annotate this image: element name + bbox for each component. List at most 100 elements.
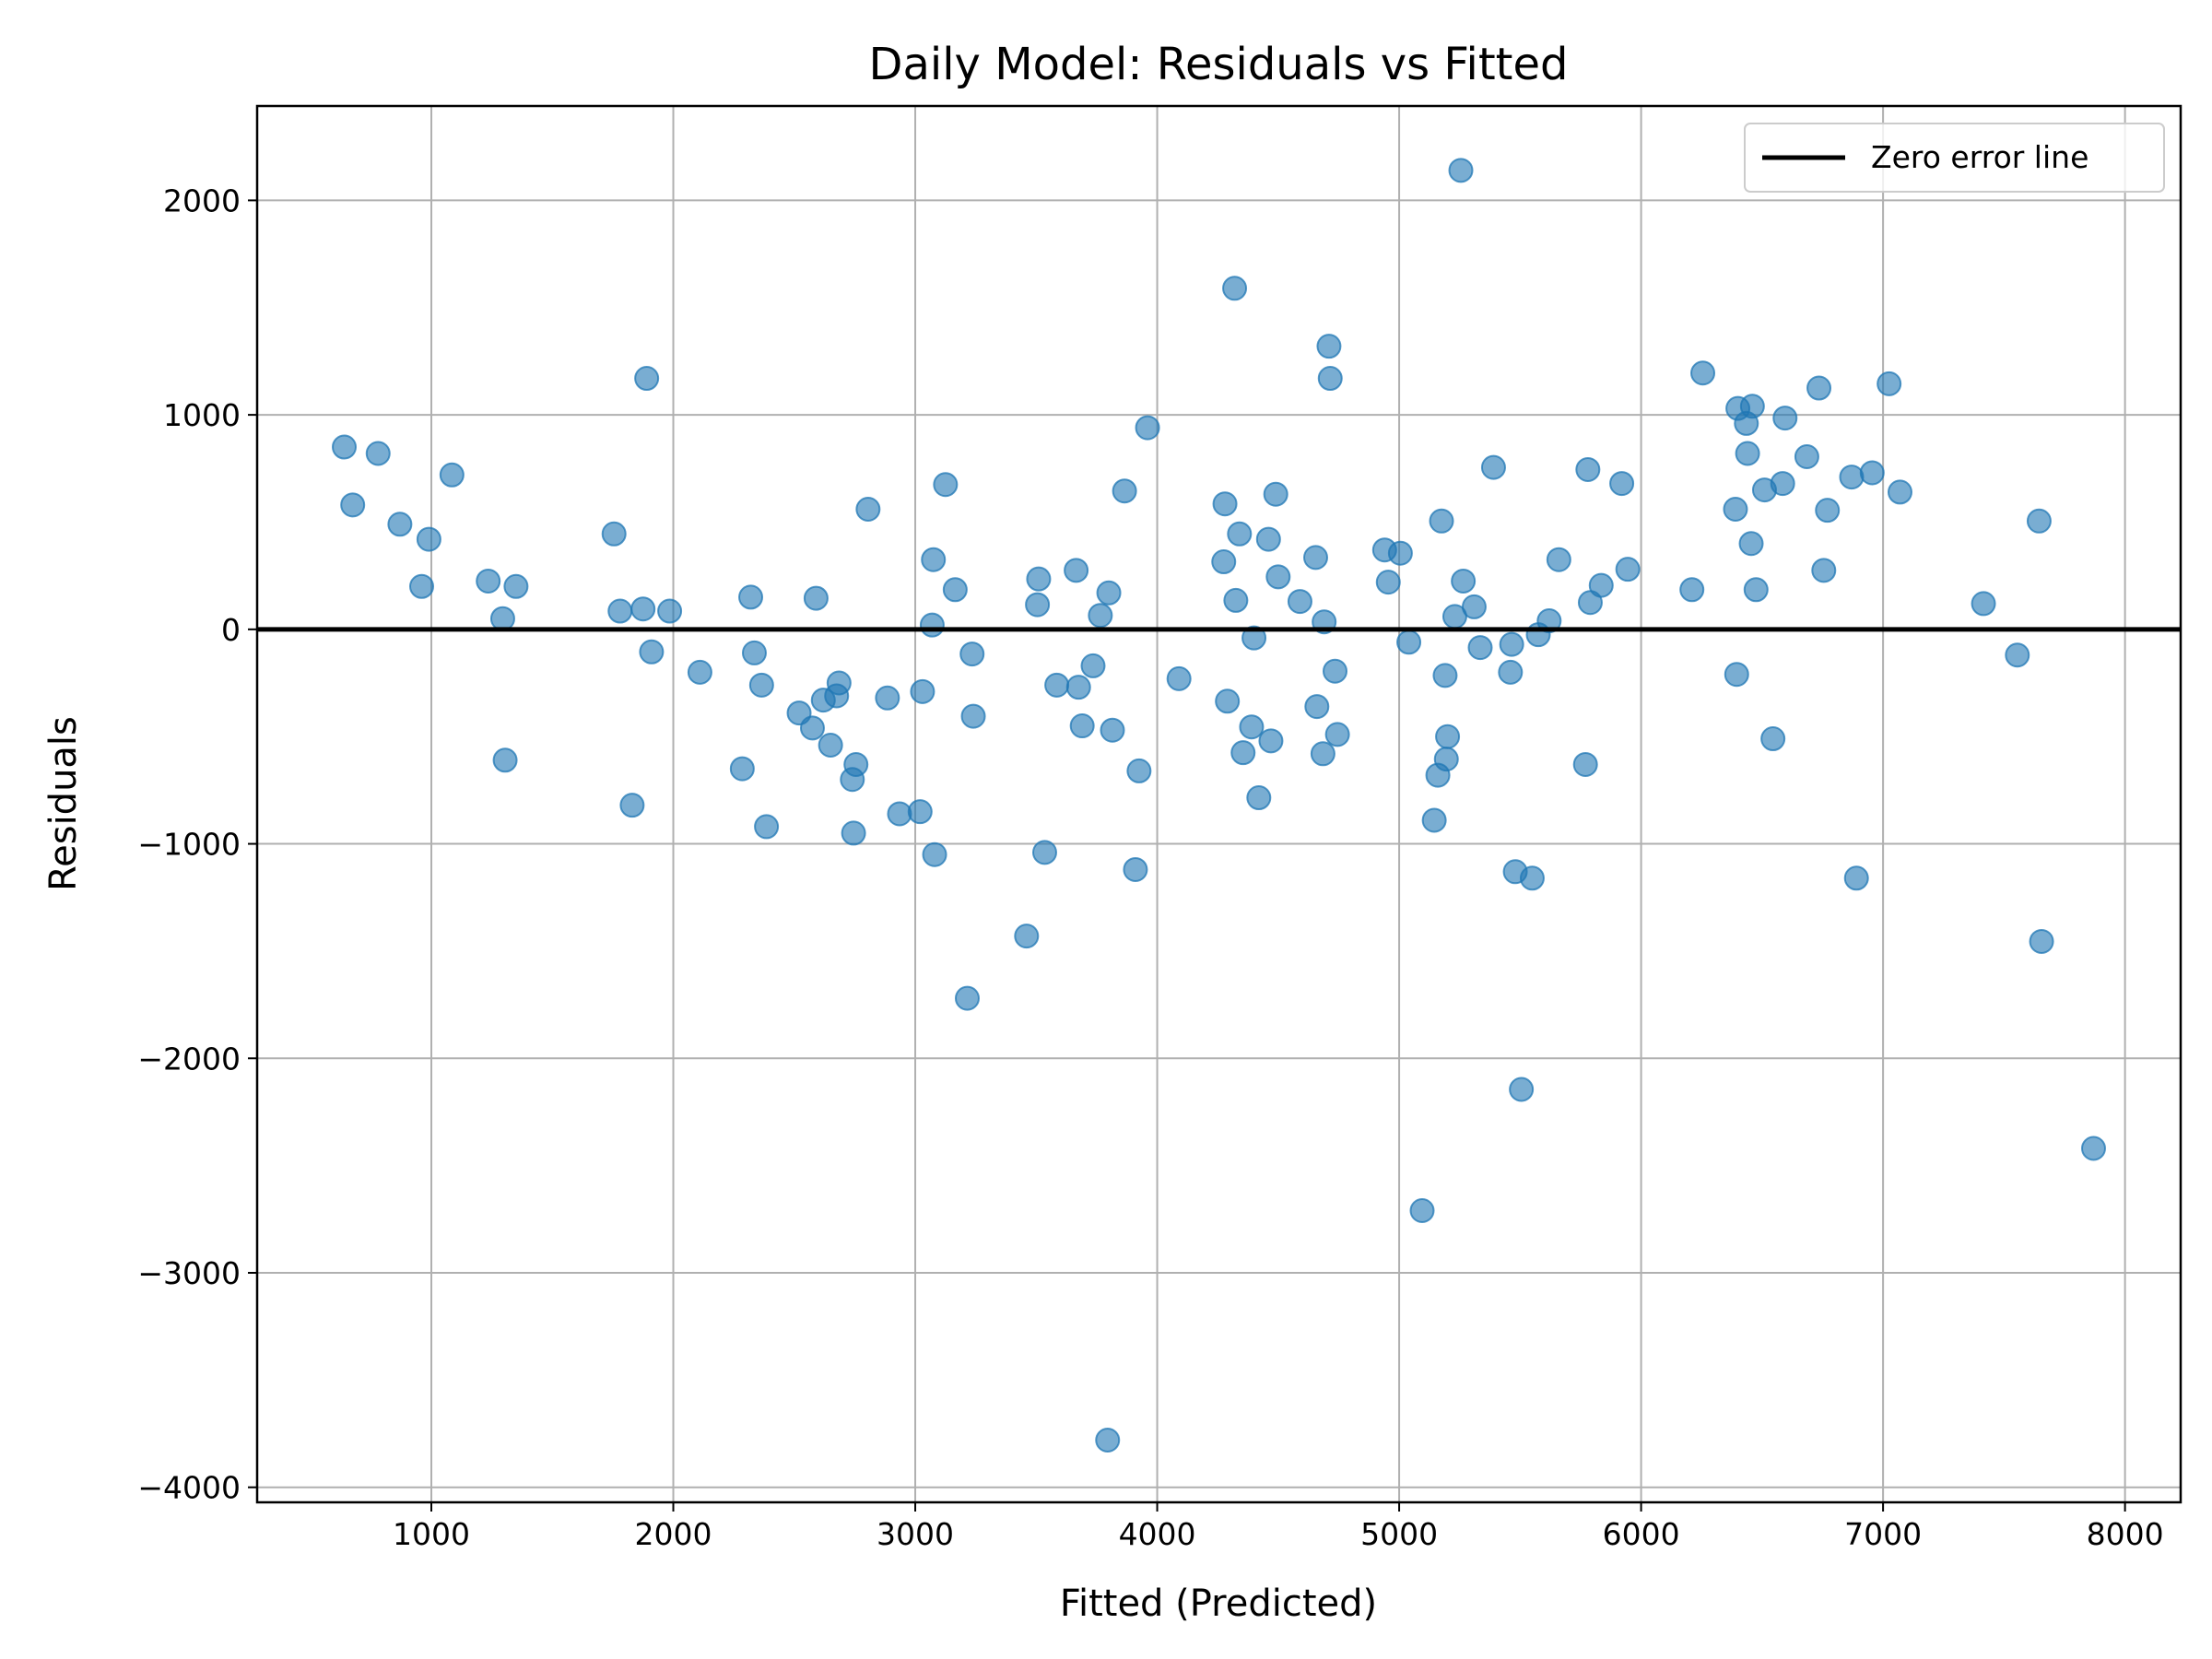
scatter-point [1126, 758, 1152, 783]
scatter-point [601, 521, 627, 547]
scatter-point [489, 606, 515, 631]
scatter-point [1223, 587, 1249, 613]
scatter-point [1287, 589, 1312, 615]
chart-title: Daily Model: Residuals vs Fitted [869, 39, 1569, 90]
scatter-point [1843, 865, 1869, 891]
scatter-point [1222, 276, 1248, 301]
scatter-point [2005, 642, 2030, 668]
scatter-point [1772, 406, 1798, 431]
scatter-point [1811, 558, 1837, 583]
scatter-point [1429, 508, 1454, 534]
scatter-point [799, 715, 825, 741]
legend-box [1744, 123, 2165, 193]
scatter-point [1317, 366, 1343, 392]
scatter-point [1025, 592, 1051, 618]
scatter-point [1859, 460, 1885, 486]
scatter-point [1770, 471, 1795, 497]
y-tick-label: 0 [221, 612, 241, 648]
scatter-point [1211, 549, 1237, 575]
scatter-point [959, 641, 985, 667]
scatter-point [1448, 158, 1474, 183]
scatter-point [1839, 465, 1865, 490]
scatter-point [1387, 540, 1413, 566]
scatter-point [1806, 375, 1832, 401]
scatter-point [1026, 566, 1052, 592]
scatter-point [1519, 865, 1545, 891]
scatter-point [1265, 564, 1291, 590]
scatter-point [416, 526, 441, 552]
scatter-point [1794, 443, 1819, 469]
scatter-point [954, 985, 980, 1011]
x-tick-label: 5000 [1360, 1516, 1438, 1552]
x-tick-label: 4000 [1119, 1516, 1196, 1552]
scatter-point [1044, 672, 1070, 698]
scatter-point [1263, 481, 1288, 507]
scatter-point [2026, 508, 2052, 534]
scatter-point [1743, 577, 1769, 603]
legend-entry-zero-error-line: Zero error line [1871, 139, 2088, 175]
scatter-point [1255, 526, 1281, 552]
scatter-point [1887, 479, 1912, 505]
scatter-point [1246, 785, 1272, 811]
scatter-point [1421, 807, 1447, 833]
scatter-point [409, 573, 435, 599]
y-tick-label: 2000 [163, 182, 241, 218]
scatter-point [503, 573, 529, 599]
scatter-point [1499, 631, 1524, 657]
scatter-point [729, 756, 755, 782]
scatter-point [1735, 441, 1760, 466]
scatter-point [855, 497, 881, 523]
x-tick-label: 7000 [1844, 1516, 1922, 1552]
y-tick-label: −1000 [137, 827, 241, 863]
scatter-point [1536, 608, 1562, 634]
scatter-point [1877, 371, 1902, 396]
scatter-point [1080, 653, 1106, 678]
scatter-point [910, 678, 935, 704]
scatter-point [1546, 547, 1571, 572]
scatter-point [1739, 394, 1765, 419]
scatter-point [887, 801, 912, 827]
scatter-point [1723, 497, 1748, 523]
scatter-point [1241, 625, 1267, 651]
scatter-point [1112, 478, 1137, 504]
scatter-point [1724, 662, 1749, 688]
y-tick-label: −4000 [137, 1470, 241, 1506]
scatter-point [1088, 603, 1113, 629]
scatter-point [1324, 722, 1350, 747]
scatter-point [340, 492, 366, 518]
scatter-point [1123, 856, 1148, 882]
scatter-point [1461, 594, 1487, 619]
scatter-point [1230, 740, 1256, 766]
scatter-point [1096, 580, 1122, 606]
scatter-point [630, 596, 656, 622]
x-axis-label: Fitted (Predicted) [1060, 1583, 1377, 1625]
scatter-point [1432, 663, 1458, 688]
scatter-point [2080, 1135, 2106, 1161]
scatter-point [818, 733, 843, 759]
scatter-point [1323, 658, 1348, 684]
scatter-point [1509, 1077, 1535, 1102]
scatter-point [754, 814, 780, 840]
y-tick-label: −3000 [137, 1255, 241, 1291]
scatter-point [1239, 714, 1265, 740]
y-axis-label: Residuals [42, 716, 85, 891]
scatter-point [1615, 557, 1641, 582]
scatter-point [921, 547, 947, 572]
scatter-point [1609, 471, 1635, 497]
scatter-point [960, 703, 986, 729]
scatter-point [476, 568, 501, 594]
scatter-point [1498, 659, 1524, 685]
scatter-point [1212, 491, 1238, 517]
scatter-points [332, 158, 2106, 1453]
scatter-point [841, 820, 866, 846]
plot-frame [255, 104, 2183, 1504]
scatter-point [1760, 726, 1786, 752]
scatter-point [748, 672, 774, 698]
scatter-point [1014, 924, 1040, 949]
scatter-point [1065, 675, 1091, 700]
scatter-point [1396, 629, 1422, 655]
scatter-point [332, 434, 358, 460]
scatter-point [365, 441, 391, 466]
scatter-point [1100, 717, 1125, 743]
scatter-point [619, 793, 645, 818]
